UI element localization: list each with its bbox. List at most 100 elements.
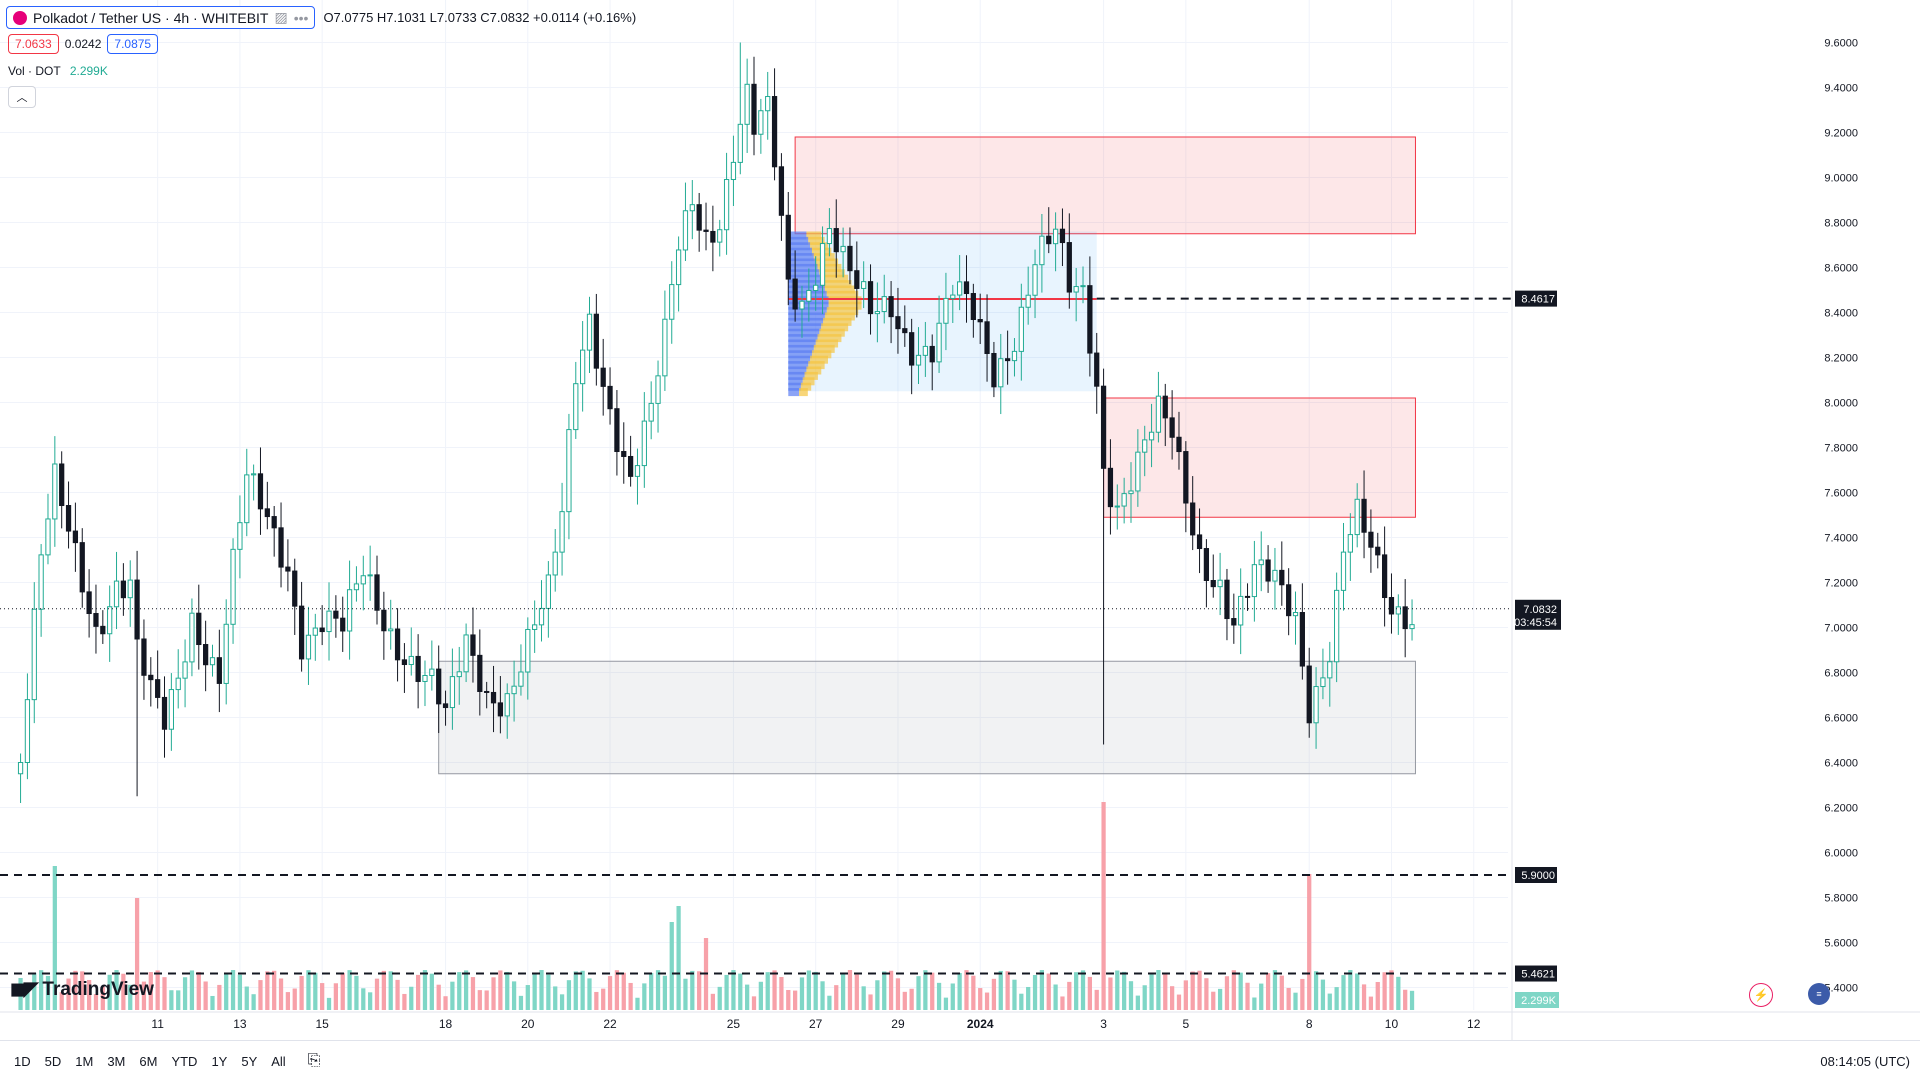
- volume-bar: [224, 973, 229, 1010]
- vp-bar-down: [815, 339, 839, 348]
- candle: [710, 205, 716, 272]
- range-1y[interactable]: 1Y: [211, 1053, 228, 1069]
- goto-date-icon[interactable]: ⎘: [307, 1052, 321, 1069]
- volume-bar: [1122, 971, 1127, 1010]
- volume-bar: [840, 973, 846, 1010]
- volume-bar: [683, 978, 688, 1010]
- vp-bar-up: [788, 231, 807, 240]
- candle: [189, 598, 195, 677]
- candle-body: [1381, 554, 1388, 599]
- candle-body: [449, 676, 456, 709]
- x-tick-label: 25: [727, 1017, 741, 1031]
- candle: [504, 683, 510, 739]
- candle-body: [1354, 498, 1360, 536]
- range-all[interactable]: All: [271, 1053, 286, 1069]
- candle: [600, 338, 606, 416]
- candle: [648, 381, 654, 440]
- range-5y[interactable]: 5Y: [241, 1053, 258, 1069]
- volume-bar: [1403, 989, 1408, 1010]
- candle-body: [771, 96, 778, 168]
- candle: [223, 599, 229, 705]
- candle: [1100, 368, 1107, 745]
- candle-body: [525, 628, 531, 673]
- candle-body: [79, 542, 85, 593]
- candle: [614, 390, 620, 476]
- candle: [552, 529, 558, 592]
- candle-body: [1320, 677, 1326, 688]
- eye-icon[interactable]: ▨: [274, 9, 288, 25]
- lightning-icon[interactable]: ⚡: [1749, 983, 1773, 1007]
- volume-bar: [882, 971, 887, 1010]
- candle: [1354, 483, 1360, 548]
- volume-bar: [573, 971, 578, 1010]
- candle-body: [1025, 294, 1031, 308]
- candle: [1018, 283, 1024, 381]
- polkadot-logo-icon: [13, 10, 27, 25]
- volume-bar: [1211, 991, 1216, 1010]
- candle-body: [1203, 548, 1210, 581]
- volume-bar: [745, 984, 750, 1010]
- candle: [1313, 667, 1319, 749]
- volume-bar: [1053, 984, 1058, 1010]
- candle: [840, 227, 846, 278]
- range-1m[interactable]: 1M: [75, 1053, 94, 1069]
- candle-body: [792, 278, 798, 310]
- utc-clock[interactable]: 08:14:05 (UTC): [1820, 1053, 1910, 1069]
- volume-bar: [724, 974, 729, 1010]
- range-5d[interactable]: 5D: [44, 1053, 62, 1069]
- volume-bar: [950, 983, 955, 1010]
- sell-price[interactable]: 7.0633: [8, 34, 59, 54]
- candle-body: [1052, 228, 1059, 245]
- candle-body: [326, 610, 332, 633]
- key-level-label: 5.4621: [1521, 969, 1555, 981]
- candle-body: [710, 230, 716, 243]
- candle: [1395, 594, 1401, 635]
- vp-bar-down: [802, 377, 815, 386]
- candle: [936, 295, 942, 373]
- candle: [1265, 545, 1271, 593]
- candle: [1039, 213, 1045, 293]
- candle: [943, 272, 949, 351]
- volume-bar: [1060, 996, 1065, 1010]
- candle: [490, 665, 497, 733]
- symbol-box[interactable]: Polkadot / Tether US · 4h · WHITEBIT ▨ •…: [6, 6, 316, 29]
- buy-price[interactable]: 7.0875: [107, 34, 159, 54]
- collapse-legend-button[interactable]: ︿: [8, 86, 36, 108]
- volume-bar: [786, 989, 791, 1010]
- volume-bar: [1190, 971, 1195, 1010]
- volume-bar: [66, 978, 71, 1010]
- y-tick-label: 9.6000: [1824, 38, 1858, 50]
- vp-bar-down: [823, 280, 852, 289]
- candle: [1320, 648, 1326, 700]
- candle: [319, 605, 325, 646]
- range-3m[interactable]: 3M: [107, 1053, 126, 1069]
- range-6m[interactable]: 6M: [139, 1053, 158, 1069]
- range-1d[interactable]: 1D: [14, 1053, 31, 1069]
- candle-body: [86, 591, 92, 615]
- candle: [31, 582, 37, 724]
- volume-bar: [1396, 976, 1401, 1010]
- range-ytd[interactable]: YTD: [171, 1053, 198, 1069]
- candle: [1381, 526, 1388, 627]
- candle-body: [1107, 467, 1114, 508]
- candle-body: [113, 580, 120, 608]
- vp-bar-down: [826, 290, 859, 299]
- candle: [333, 595, 339, 638]
- volume-bar: [155, 970, 160, 1010]
- volume-bar: [847, 970, 853, 1010]
- candle-body: [422, 675, 428, 682]
- volume-bar: [1327, 993, 1332, 1010]
- us-flag-icon[interactable]: ≡: [1808, 983, 1830, 1005]
- candle-body: [970, 293, 976, 321]
- candle: [682, 182, 689, 262]
- volume-bar: [628, 982, 633, 1010]
- candle-body: [401, 659, 408, 666]
- volume-bar: [265, 971, 270, 1010]
- candle-body: [854, 270, 860, 289]
- candle: [408, 627, 414, 676]
- volume-bar: [251, 994, 256, 1010]
- volume-bar: [697, 971, 702, 1010]
- candle: [1251, 540, 1258, 622]
- more-icon[interactable]: •••: [293, 9, 309, 26]
